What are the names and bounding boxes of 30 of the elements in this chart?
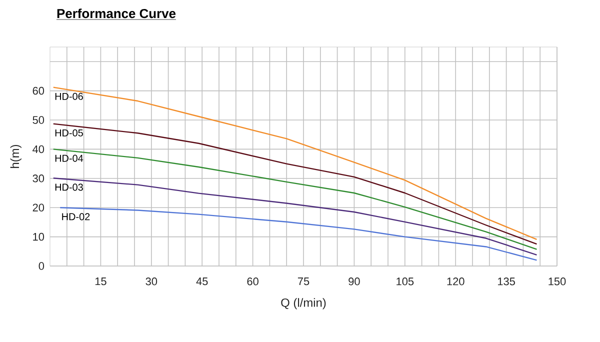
line-series — [52, 178, 538, 256]
chart-title: Performance Curve — [57, 8, 176, 18]
x-tick-label: 135 — [498, 278, 515, 286]
y-tick-label: 50 — [32, 116, 44, 124]
line-series — [52, 148, 538, 250]
line-series — [52, 86, 538, 240]
x-tick-label: 150 — [548, 278, 566, 286]
x-tick-label: 30 — [146, 278, 158, 286]
x-tick-label: 15 — [95, 278, 106, 286]
series-label: HD-02 — [62, 213, 90, 220]
x-tick-label: 90 — [348, 278, 360, 286]
series-label: HD-05 — [55, 129, 83, 136]
y-tick-label: 10 — [33, 232, 44, 241]
y-tick-label: 60 — [32, 86, 44, 95]
line-series — [52, 123, 538, 245]
y-tick-label: 20 — [32, 204, 44, 212]
x-tick-label: 120 — [447, 278, 464, 286]
x-axis-title: Q (l/min) — [281, 298, 326, 310]
y-tick-label: 30 — [32, 174, 44, 182]
line-series — [60, 207, 538, 261]
series-label: HD-03 — [55, 184, 83, 191]
x-tick-label: 60 — [247, 278, 258, 286]
x-tick-label: 105 — [396, 278, 414, 286]
y-tick-label: 40 — [32, 145, 44, 154]
y-axis-title: h(m) — [10, 144, 22, 168]
series-label: HD-04 — [55, 154, 84, 162]
series-label: HD-06 — [55, 92, 83, 100]
y-tick-label: 0 — [38, 262, 44, 270]
x-tick-label: 45 — [196, 278, 208, 286]
x-tick-label: 75 — [298, 278, 310, 286]
